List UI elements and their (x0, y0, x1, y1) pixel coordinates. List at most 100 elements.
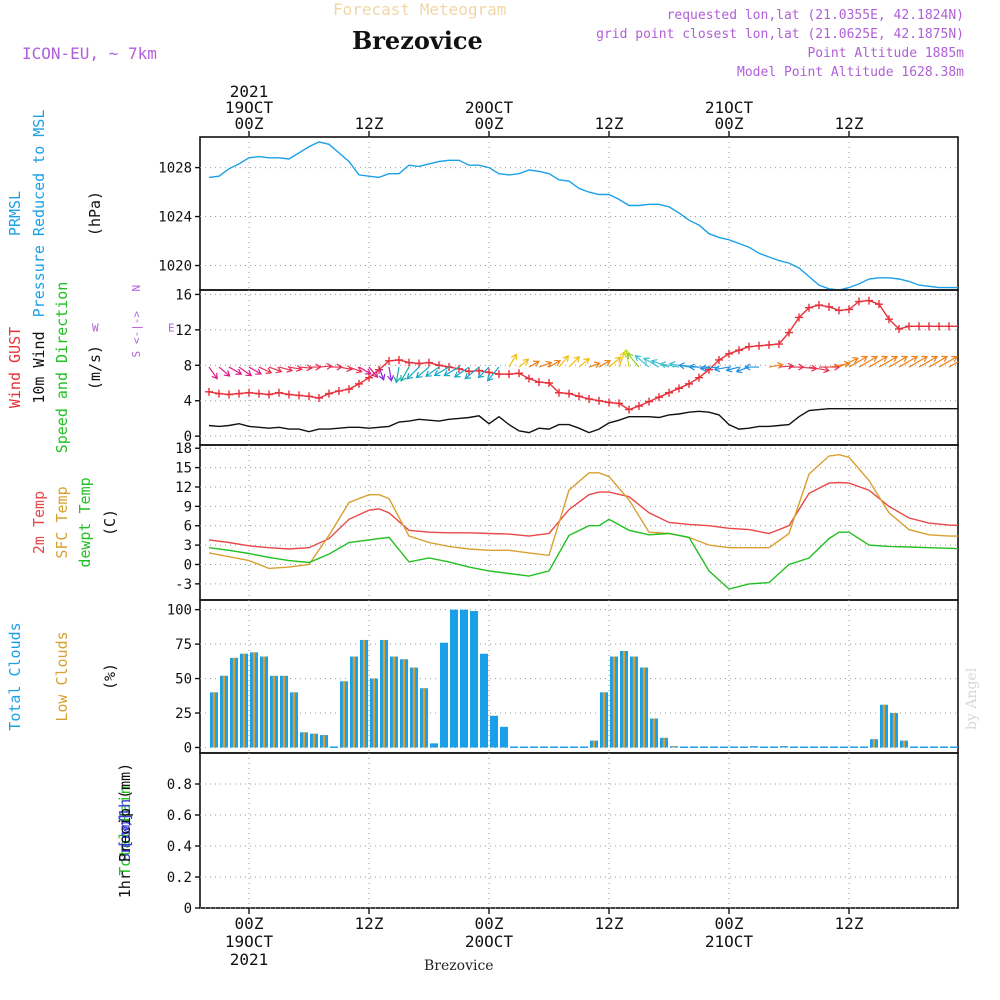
gust-marker (545, 379, 553, 387)
gust-marker (565, 389, 573, 398)
gust-marker (575, 392, 583, 401)
total-cloud-bar (530, 746, 538, 748)
gust-marker (215, 389, 223, 398)
compass-south-label: S (130, 351, 143, 358)
total-cloud-bar (740, 746, 748, 748)
total-cloud-bar (820, 746, 828, 748)
gust-marker (355, 379, 363, 388)
total-cloud-bar (550, 746, 558, 748)
gust-marker (255, 389, 263, 398)
total-cloud-bar (960, 746, 968, 748)
gust-marker (795, 313, 803, 322)
wind-direction-arrow (588, 361, 601, 369)
wind-direction-arrow (393, 366, 401, 384)
wind-direction-arrow (486, 366, 500, 382)
wind-direction-arrow (626, 352, 640, 368)
low-cloud-bar (652, 718, 656, 748)
wind-direction-arrow (668, 361, 690, 368)
gust-marker (785, 328, 793, 337)
top-time-label: 19OCT (225, 98, 274, 117)
wind-direction-arrow (948, 361, 958, 368)
gust-marker (205, 387, 213, 396)
panel-axis-label: (m/s) (86, 345, 104, 390)
model-label: ICON-EU, ~ 7km (22, 44, 157, 63)
gust-marker (395, 355, 403, 364)
gust-marker (715, 355, 723, 364)
gust-marker (375, 365, 383, 374)
wind-direction-arrow (368, 366, 379, 379)
panel-axis-label: Total Rain (116, 785, 134, 875)
low-cloud-bar (302, 732, 306, 748)
gust-marker (385, 356, 393, 365)
wind-direction-arrow (908, 355, 929, 368)
series-layer-temp (208, 453, 958, 590)
gust-marker (325, 389, 333, 398)
wind-direction-arrow (528, 360, 540, 368)
gust-marker (595, 396, 603, 405)
gust-marker (995, 322, 1000, 330)
low-cloud-bar (412, 667, 416, 748)
gust-marker (275, 388, 283, 397)
low-cloud-bar (372, 678, 376, 748)
top-time-label: 21OCT (705, 98, 754, 117)
wind-direction-arrow (424, 366, 440, 377)
gust-marker (815, 301, 823, 310)
wind-direction-arrow (228, 366, 243, 375)
footer-station-name: Brezovice (424, 958, 494, 974)
gust-marker (245, 388, 253, 397)
y-tick-label: 9 (184, 499, 192, 515)
wind-direction-arrow (725, 365, 740, 373)
total-cloud-bar (830, 746, 838, 748)
wind-direction-arrow (778, 362, 795, 370)
y-tick-label: 12 (175, 323, 192, 339)
gust-marker (445, 363, 453, 372)
total-cloud-bar (480, 653, 488, 748)
wind-direction-arrow (938, 355, 958, 368)
wind-direction-arrow (415, 366, 430, 379)
total-cloud-bar (680, 746, 688, 748)
wind-direction-arrow (318, 362, 333, 370)
low-cloud-bar (362, 639, 366, 748)
gust-marker (745, 342, 753, 351)
series-line-sfc-temp (208, 453, 958, 570)
total-cloud-bar (700, 746, 708, 748)
gust-marker (845, 305, 853, 314)
bottom-time-label: 19OCT (225, 932, 274, 951)
low-cloud-bar (262, 656, 266, 748)
low-cloud-bar (612, 656, 616, 748)
gust-marker (235, 389, 243, 398)
gust-marker (315, 394, 323, 403)
total-cloud-bar (500, 726, 508, 748)
wind-direction-arrow (598, 359, 612, 368)
total-cloud-bar (730, 746, 738, 748)
gust-marker (645, 397, 653, 406)
gust-marker (895, 324, 903, 333)
y-tick-label: 3 (184, 538, 192, 554)
panel-axis-label: (C) (101, 509, 119, 536)
wind-direction-arrow (268, 366, 283, 374)
panel-frame-precip (199, 752, 959, 909)
gust-marker (605, 398, 613, 407)
total-cloud-bar (750, 746, 758, 748)
compass-east-label: E (168, 322, 175, 335)
gust-marker (265, 390, 273, 399)
requested-location: requested lon,lat (21.0355E, 42.1824N) (666, 8, 964, 23)
low-cloud-bar (352, 656, 356, 748)
y-tick-label: 1028 (158, 161, 192, 177)
low-cloud-bar (592, 740, 596, 748)
panel-axis-label: 1hr Precip (mm) (116, 763, 134, 898)
series-layer-pressure (208, 141, 958, 291)
bottom-time-label: 12Z (835, 914, 864, 933)
top-time-label: 2021 (230, 82, 269, 101)
wind-direction-arrow (898, 355, 919, 368)
wind-direction-arrow (979, 357, 997, 368)
y-tick-label: 1020 (158, 259, 192, 275)
wind-direction-arrow (288, 365, 303, 372)
y-tick-label: 25 (175, 706, 192, 722)
gust-marker (755, 341, 763, 350)
y-tick-label: -3 (175, 577, 192, 593)
wind-direction-arrow (713, 365, 730, 373)
low-cloud-bar (902, 740, 906, 748)
wind-direction-arrow (338, 365, 354, 372)
wind-direction-arrow (888, 355, 909, 368)
